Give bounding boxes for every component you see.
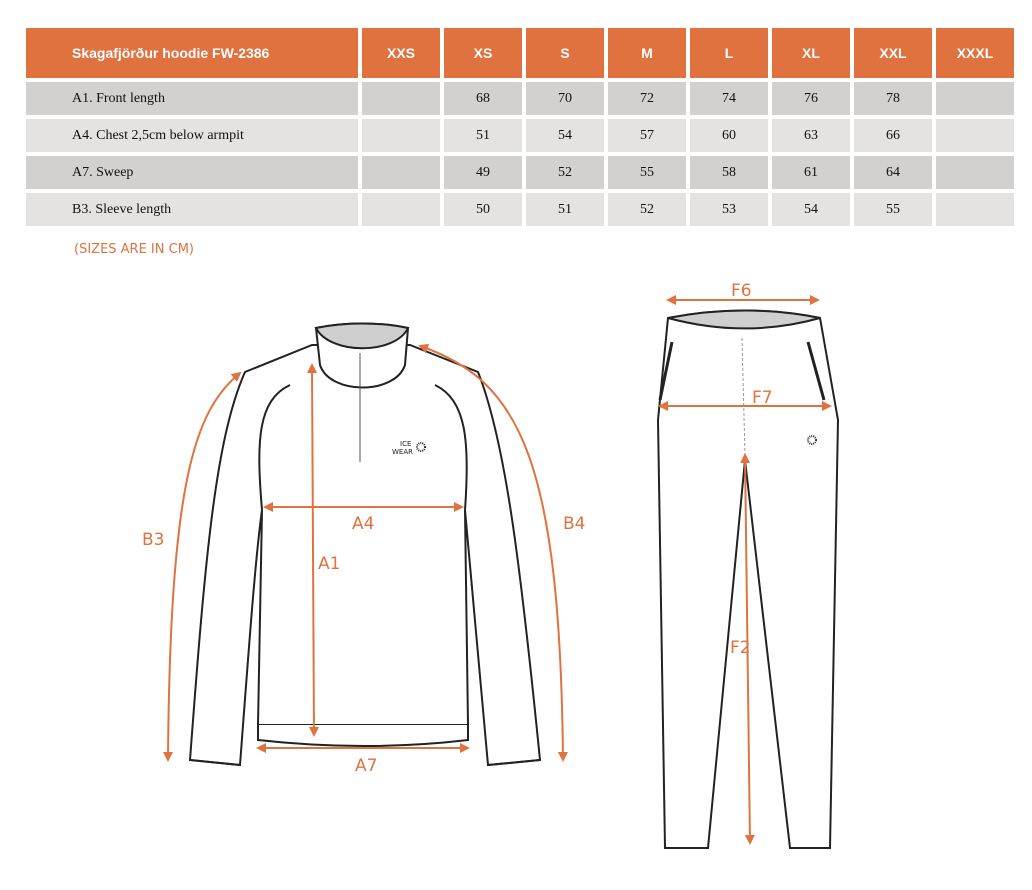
measurement-value: 54 bbox=[772, 193, 850, 226]
size-table: Skagafjörður hoodie FW-2386 XXS XS S M L… bbox=[22, 24, 1018, 230]
measurement-value: 50 bbox=[444, 193, 522, 226]
measurement-value: 57 bbox=[608, 119, 686, 152]
size-header: XXS bbox=[362, 28, 440, 78]
measurement-value bbox=[936, 156, 1014, 189]
measurement-value: 61 bbox=[772, 156, 850, 189]
measurement-value: 78 bbox=[854, 82, 932, 115]
measurement-value: 72 bbox=[608, 82, 686, 115]
size-header: S bbox=[526, 28, 604, 78]
svg-text:WEAR: WEAR bbox=[392, 448, 413, 456]
table-row: A4. Chest 2,5cm below armpit 51 54 57 60 63 66 bbox=[26, 119, 1014, 152]
measurement-value: 55 bbox=[854, 193, 932, 226]
measurement-value bbox=[362, 156, 440, 189]
size-header: L bbox=[690, 28, 768, 78]
measurement-label: A4. Chest 2,5cm below armpit bbox=[26, 119, 358, 152]
size-header: XL bbox=[772, 28, 850, 78]
label-a4: A4 bbox=[352, 514, 374, 534]
measurement-value: 68 bbox=[444, 82, 522, 115]
label-f7: F7 bbox=[752, 388, 773, 408]
size-header: XXL bbox=[854, 28, 932, 78]
measurement-value: 53 bbox=[690, 193, 768, 226]
measurement-value: 64 bbox=[854, 156, 932, 189]
label-b3: B3 bbox=[142, 530, 164, 550]
measurement-value: 52 bbox=[526, 156, 604, 189]
measurement-value: 54 bbox=[526, 119, 604, 152]
hoodie-drawing bbox=[188, 322, 542, 767]
measurement-value bbox=[936, 193, 1014, 226]
logo-text: ICE bbox=[400, 440, 411, 448]
measurement-value: 51 bbox=[526, 193, 604, 226]
table-row: A7. Sweep 49 52 55 58 61 64 bbox=[26, 156, 1014, 189]
measurement-value: 60 bbox=[690, 119, 768, 152]
measurement-value bbox=[936, 119, 1014, 152]
measurement-value: 74 bbox=[690, 82, 768, 115]
measurement-value bbox=[362, 193, 440, 226]
label-f2: F2 bbox=[730, 638, 751, 658]
label-a7: A7 bbox=[355, 756, 377, 776]
measurement-label: A1. Front length bbox=[26, 82, 358, 115]
measurement-label: A7. Sweep bbox=[26, 156, 358, 189]
measurement-value: 66 bbox=[854, 119, 932, 152]
measurement-value bbox=[362, 82, 440, 115]
measurement-value bbox=[362, 119, 440, 152]
table-row: A1. Front length 68 70 72 74 76 78 bbox=[26, 82, 1014, 115]
measurement-arrows bbox=[163, 295, 832, 845]
measurement-value: 63 bbox=[772, 119, 850, 152]
measurement-value: 58 bbox=[690, 156, 768, 189]
label-b4: B4 bbox=[563, 514, 585, 534]
size-header: XXXL bbox=[936, 28, 1014, 78]
table-header: Skagafjörður hoodie FW-2386 XXS XS S M L… bbox=[26, 28, 1014, 78]
label-f6: F6 bbox=[731, 281, 752, 301]
measurement-value: 51 bbox=[444, 119, 522, 152]
measurement-value: 49 bbox=[444, 156, 522, 189]
size-header: XS bbox=[444, 28, 522, 78]
label-a1: A1 bbox=[318, 554, 340, 574]
pants-drawing bbox=[656, 309, 840, 849]
measurement-value: 76 bbox=[772, 82, 850, 115]
measurement-value: 52 bbox=[608, 193, 686, 226]
measurement-label: B3. Sleeve length bbox=[26, 193, 358, 226]
measurement-value bbox=[936, 82, 1014, 115]
table-row: B3. Sleeve length 50 51 52 53 54 55 bbox=[26, 193, 1014, 226]
product-title: Skagafjörður hoodie FW-2386 bbox=[26, 28, 358, 78]
measurement-value: 70 bbox=[526, 82, 604, 115]
measurement-value: 55 bbox=[608, 156, 686, 189]
size-header: M bbox=[608, 28, 686, 78]
units-note: (SIZES ARE IN CM) bbox=[74, 242, 194, 257]
